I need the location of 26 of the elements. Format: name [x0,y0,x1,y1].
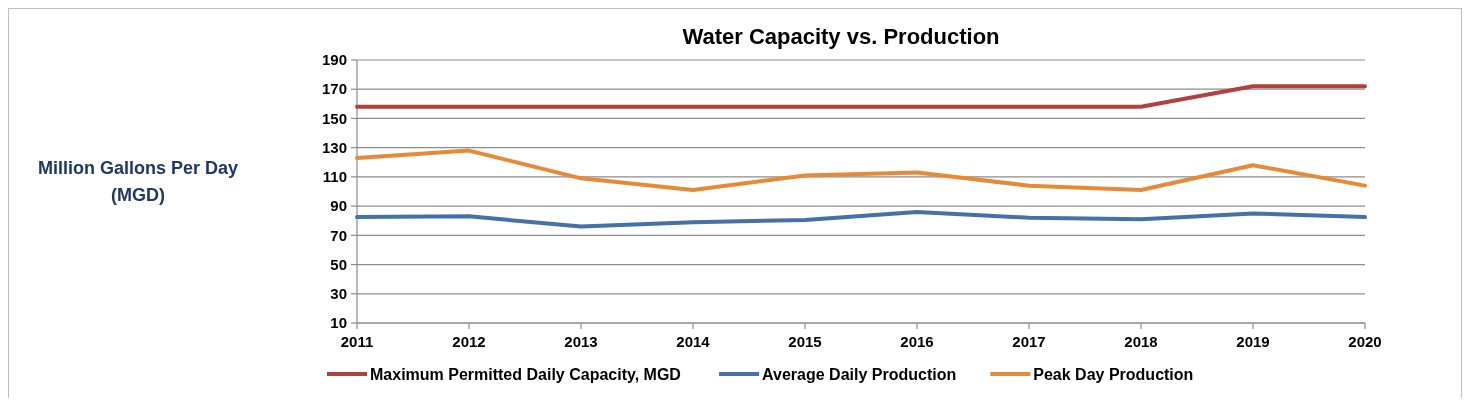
y-tick-label: 190 [321,51,347,69]
x-tick-label: 2013 [564,333,598,350]
line-series [355,209,1367,229]
y-tick-label: 170 [321,80,347,98]
y-tick-label: 90 [330,197,347,215]
y-tick-label: 50 [330,255,347,273]
y-tick-label: 70 [330,226,347,244]
x-tick-label: 2017 [1012,333,1046,350]
x-tick-label: 2016 [900,333,934,350]
y-tick-label: 150 [321,109,347,127]
y-tick-label: 10 [330,314,347,332]
x-tick-label: 2011 [340,333,374,350]
y-axis-title: Million Gallons Per Day (MGD) [37,158,239,205]
x-tick-label: 2015 [788,333,822,350]
x-tick-label: 2020 [1348,333,1382,350]
legend-label: Average Daily Production [762,365,957,383]
x-tick-label: 2019 [1236,333,1270,350]
y-tick-label: 110 [322,168,347,186]
legend-label: Maximum Permitted Daily Capacity, MGD [370,365,681,383]
chart-title: Water Capacity vs. Production [682,24,1000,49]
y-tick-label: 130 [321,138,347,156]
y-tick-label: 30 [330,285,347,303]
legend-label: Peak Day Production [1033,365,1194,383]
x-tick-label: 2018 [1124,333,1158,350]
x-tick-label: 2014 [676,333,711,350]
x-tick-label: 2012 [452,333,486,350]
